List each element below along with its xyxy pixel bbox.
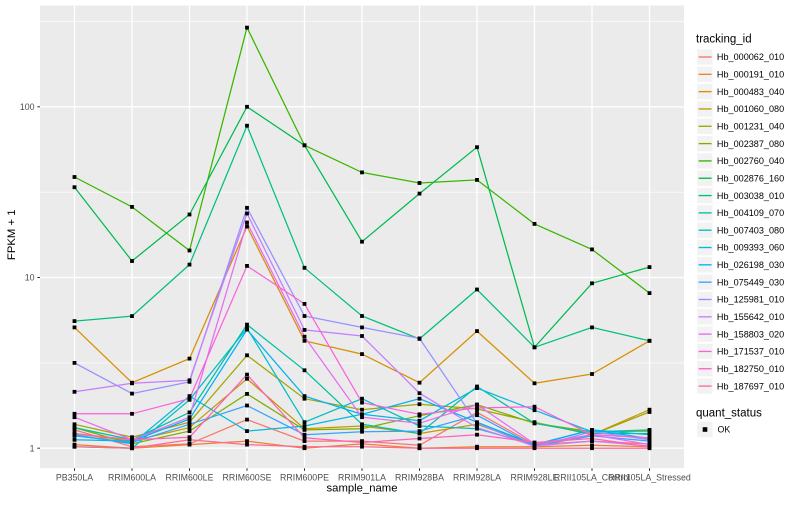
- svg-text:RRIM901LA: RRIM901LA: [338, 473, 386, 483]
- svg-text:Hb_002387_080: Hb_002387_080: [717, 139, 784, 149]
- svg-text:Hb_004109_070: Hb_004109_070: [717, 208, 784, 218]
- svg-text:RRII105LA_Control: RRII105LA_Control: [554, 473, 630, 483]
- svg-text:RRIM928BA: RRIM928BA: [395, 473, 444, 483]
- svg-text:sample_name: sample_name: [327, 483, 398, 495]
- svg-text:RRIM928LE: RRIM928LE: [511, 473, 559, 483]
- svg-text:100: 100: [20, 102, 35, 112]
- svg-text:Hb_125981_010: Hb_125981_010: [717, 295, 784, 305]
- svg-text:RRIM600SE: RRIM600SE: [223, 473, 272, 483]
- svg-text:1: 1: [30, 443, 35, 453]
- svg-text:FPKM + 1: FPKM + 1: [6, 210, 18, 261]
- svg-text:Hb_155642_010: Hb_155642_010: [717, 312, 784, 322]
- svg-text:Hb_001231_040: Hb_001231_040: [717, 121, 784, 131]
- svg-text:Hb_009393_060: Hb_009393_060: [717, 243, 784, 253]
- svg-text:RRIM600LA: RRIM600LA: [108, 473, 156, 483]
- svg-text:Hb_182750_010: Hb_182750_010: [717, 364, 784, 374]
- svg-text:Hb_075449_030: Hb_075449_030: [717, 277, 784, 287]
- svg-text:RRIM600LE: RRIM600LE: [166, 473, 214, 483]
- svg-text:RRIM928LA: RRIM928LA: [453, 473, 501, 483]
- svg-text:Hb_000483_040: Hb_000483_040: [717, 87, 784, 97]
- svg-text:quant_status: quant_status: [696, 408, 762, 420]
- svg-text:PB350LA: PB350LA: [56, 473, 93, 483]
- svg-text:Hb_026198_030: Hb_026198_030: [717, 260, 784, 270]
- svg-text:RRIM600PE: RRIM600PE: [280, 473, 329, 483]
- svg-text:Hb_158803_020: Hb_158803_020: [717, 329, 784, 339]
- svg-text:10: 10: [25, 273, 35, 283]
- svg-text:RRII105LA_Stressed: RRII105LA_Stressed: [608, 473, 691, 483]
- svg-text:tracking_id: tracking_id: [696, 34, 752, 46]
- svg-text:Hb_187697_010: Hb_187697_010: [717, 381, 784, 391]
- svg-text:Hb_001060_080: Hb_001060_080: [717, 104, 784, 114]
- svg-text:Hb_002760_040: Hb_002760_040: [717, 156, 784, 166]
- svg-text:Hb_171537_010: Hb_171537_010: [717, 347, 784, 357]
- svg-text:OK: OK: [718, 425, 731, 435]
- svg-text:Hb_002876_160: Hb_002876_160: [717, 173, 784, 183]
- svg-text:Hb_000062_010: Hb_000062_010: [717, 52, 784, 62]
- svg-text:Hb_000191_010: Hb_000191_010: [717, 70, 784, 80]
- svg-text:Hb_003038_010: Hb_003038_010: [717, 191, 784, 201]
- svg-text:Hb_007403_080: Hb_007403_080: [717, 225, 784, 235]
